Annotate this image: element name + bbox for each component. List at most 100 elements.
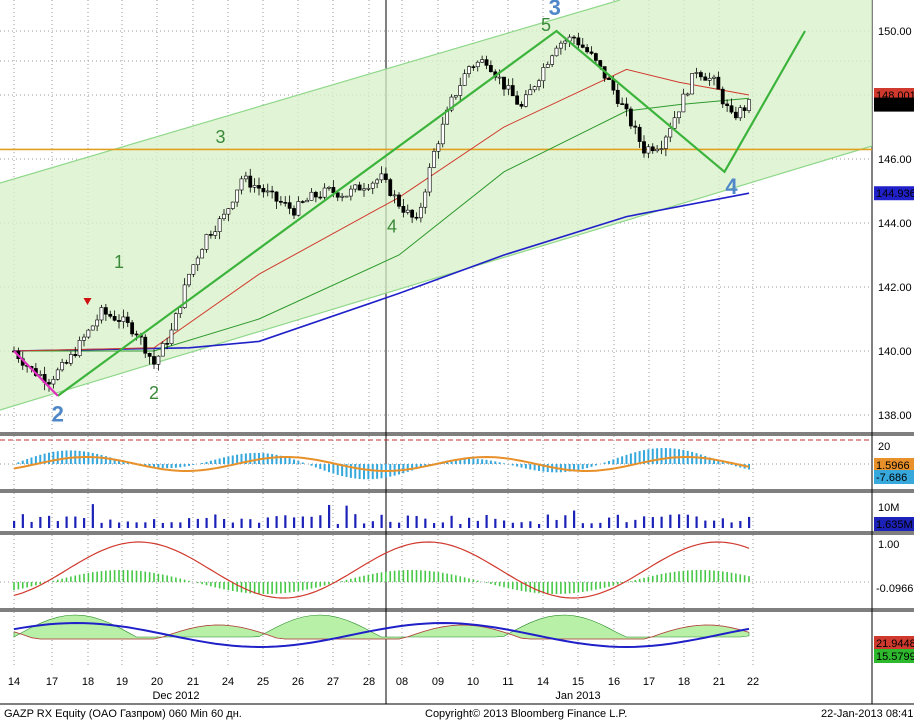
volume-bar <box>511 522 514 528</box>
osc-bar <box>105 570 107 582</box>
candle-body <box>576 37 581 46</box>
candle-body <box>235 189 240 203</box>
macd-bar <box>214 459 217 464</box>
osc-bar <box>65 577 68 582</box>
macd-bar <box>717 460 720 464</box>
candle-body <box>90 325 95 331</box>
candle-body <box>375 179 380 184</box>
macd-bar <box>100 454 103 464</box>
channel-lower <box>0 145 873 411</box>
volume-bar <box>546 514 549 528</box>
candle-body <box>340 195 345 198</box>
osc-bar <box>21 582 24 589</box>
macd-bar <box>39 454 42 464</box>
macd-bar <box>17 462 20 464</box>
osc-bar <box>647 576 650 582</box>
osc-bar <box>17 582 20 590</box>
volume-bar <box>118 522 121 528</box>
macd-bar <box>463 458 466 464</box>
candle-body <box>729 105 734 113</box>
candle-body <box>707 77 712 81</box>
candle-body <box>252 185 257 188</box>
osc-bar <box>249 582 252 594</box>
candle-body <box>160 343 165 357</box>
volume-bar <box>433 523 436 528</box>
footer-copyright: Copyright© 2013 Bloomberg Finance L.P. <box>425 708 628 720</box>
volume-bar <box>564 515 567 528</box>
candles <box>12 32 751 392</box>
candle-body <box>313 191 318 198</box>
volume-bar <box>538 523 541 528</box>
osc-bar <box>682 570 685 582</box>
osc-bar <box>581 582 584 592</box>
candle-body <box>213 231 218 236</box>
volume-bar <box>616 514 619 528</box>
osc-bar <box>643 577 645 582</box>
osc-bar <box>140 571 142 582</box>
macd-bar <box>231 455 234 464</box>
candle-body <box>532 86 537 91</box>
osc-bar <box>223 582 225 590</box>
candle-body <box>541 67 546 82</box>
macd-bar <box>489 460 492 464</box>
osc-bar <box>227 582 230 591</box>
volume-bar <box>161 522 164 528</box>
candle-body <box>169 329 174 344</box>
volume-bar <box>380 514 383 528</box>
candle-body <box>195 257 200 266</box>
osc-bar <box>210 582 212 587</box>
volume-bar <box>336 523 339 528</box>
osc-bar <box>560 582 562 594</box>
osc-bar <box>288 582 291 593</box>
candle-body <box>484 59 489 66</box>
macd-bar <box>406 464 409 472</box>
osc-bar <box>275 582 278 594</box>
candle-body <box>156 355 161 365</box>
volume-bar <box>179 522 182 528</box>
candle-body <box>440 123 445 145</box>
osc-tick-label: 1.00 <box>878 539 899 551</box>
candle-body <box>217 218 222 233</box>
macd-bar <box>415 464 418 470</box>
osc-bar <box>573 582 575 594</box>
wave-label: 2 <box>149 383 159 403</box>
osc-bar <box>113 570 116 582</box>
candle-body <box>453 95 458 98</box>
osc-bar <box>476 580 479 582</box>
macd-bar <box>503 463 505 464</box>
macd-bar <box>188 464 190 466</box>
macd-bar <box>288 458 291 464</box>
macd-bar <box>293 459 295 464</box>
osc-bar <box>490 582 492 585</box>
macd-bar <box>673 448 676 464</box>
osc-bar <box>380 572 383 582</box>
macd-bar <box>161 464 164 469</box>
dmi-minus-line <box>13 624 750 640</box>
candle-body <box>82 336 86 341</box>
candle-body <box>423 191 428 208</box>
osc-bar <box>236 582 238 592</box>
axis-layer: 138.00140.00142.00144.00146.00150.00148.… <box>8 26 914 702</box>
candle-body <box>585 47 590 53</box>
osc-bar <box>258 582 260 594</box>
macd-bar <box>96 453 99 464</box>
volume-bar <box>669 514 672 528</box>
candle-body <box>300 201 305 203</box>
candle-body <box>95 319 100 327</box>
volume-bar <box>240 518 243 528</box>
macd-bar <box>581 464 584 470</box>
macd-bar <box>253 452 256 464</box>
panel-divider <box>0 608 914 612</box>
macd-bar <box>520 464 523 468</box>
candle-body <box>449 96 454 111</box>
x-period-label: Jan 2013 <box>555 690 600 702</box>
volume-bar <box>581 523 584 528</box>
candle-body <box>200 249 205 259</box>
candle-body <box>239 178 244 191</box>
candle-body <box>615 89 620 104</box>
macd-bar <box>529 464 532 470</box>
osc-bar <box>673 571 676 582</box>
candle-body <box>318 196 323 199</box>
candle-body <box>685 93 690 96</box>
macd-bar <box>227 456 230 464</box>
